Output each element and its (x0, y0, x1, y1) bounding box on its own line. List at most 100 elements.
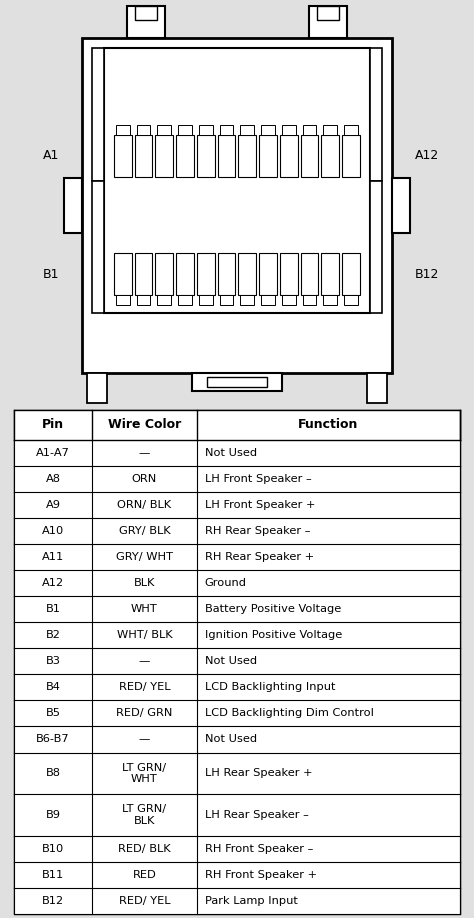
Bar (14, 492, 460, 518)
Text: ORN/ BLK: ORN/ BLK (118, 500, 172, 510)
Bar (178, 295, 192, 305)
Bar (392, 178, 410, 233)
Text: LT GRN/
WHT: LT GRN/ WHT (122, 763, 166, 784)
Bar (135, 135, 153, 176)
Bar (370, 48, 382, 181)
Bar (220, 295, 234, 305)
Bar (178, 125, 192, 135)
Text: RH Rear Speaker +: RH Rear Speaker + (205, 552, 314, 562)
Bar (280, 253, 298, 295)
Bar (342, 135, 360, 176)
Bar (116, 125, 130, 135)
Bar (342, 253, 360, 295)
Text: Function: Function (298, 419, 359, 431)
Text: RH Front Speaker –: RH Front Speaker – (205, 844, 313, 854)
Bar (87, 373, 107, 403)
Bar (344, 125, 358, 135)
Bar (218, 253, 236, 295)
Bar (192, 373, 282, 391)
Text: B8: B8 (46, 768, 61, 778)
Text: A8: A8 (46, 474, 61, 484)
Bar (114, 253, 132, 295)
Text: A12: A12 (42, 578, 64, 588)
Text: WHT/ BLK: WHT/ BLK (117, 631, 172, 640)
Bar (14, 410, 460, 440)
Bar (344, 295, 358, 305)
Bar (259, 135, 277, 176)
Text: B4: B4 (46, 682, 61, 692)
Bar (135, 253, 153, 295)
Bar (323, 125, 337, 135)
Bar (14, 726, 460, 753)
Text: GRY/ BLK: GRY/ BLK (118, 526, 170, 536)
Bar (323, 295, 337, 305)
Bar (82, 38, 392, 373)
Bar (199, 295, 213, 305)
Bar (317, 6, 339, 20)
Bar (14, 440, 460, 466)
Bar (14, 862, 460, 888)
Bar (240, 125, 254, 135)
Text: RED: RED (133, 870, 156, 880)
Text: B5: B5 (46, 709, 61, 719)
Text: A1-A7: A1-A7 (36, 448, 70, 458)
Text: B11: B11 (42, 870, 64, 880)
Bar (197, 135, 215, 176)
Bar (64, 178, 82, 233)
Bar (14, 794, 460, 836)
Bar (301, 253, 319, 295)
Text: A10: A10 (42, 526, 64, 536)
Text: BLK: BLK (134, 578, 155, 588)
Text: LCD Backlighting Dim Control: LCD Backlighting Dim Control (205, 709, 374, 719)
Bar (155, 253, 173, 295)
Bar (282, 125, 296, 135)
Text: RED/ YEL: RED/ YEL (118, 682, 170, 692)
Bar (367, 373, 387, 403)
Bar (176, 253, 194, 295)
Bar (137, 125, 151, 135)
Text: B12: B12 (42, 896, 64, 906)
Bar (303, 295, 317, 305)
Text: LH Front Speaker –: LH Front Speaker – (205, 474, 311, 484)
Bar (259, 253, 277, 295)
Bar (14, 888, 460, 914)
Bar (240, 295, 254, 305)
Bar (135, 6, 157, 20)
Bar (14, 836, 460, 862)
Bar (14, 466, 460, 492)
Bar (116, 295, 130, 305)
Text: WHT: WHT (131, 604, 158, 614)
Text: B10: B10 (42, 844, 64, 854)
Text: B1: B1 (43, 267, 59, 281)
Bar (197, 253, 215, 295)
Text: LCD Backlighting Input: LCD Backlighting Input (205, 682, 336, 692)
Text: —: — (139, 734, 150, 744)
Text: ORN: ORN (132, 474, 157, 484)
Text: LT GRN/
BLK: LT GRN/ BLK (122, 804, 166, 826)
Bar (282, 295, 296, 305)
Bar (92, 181, 104, 313)
Text: A11: A11 (42, 552, 64, 562)
Bar (303, 125, 317, 135)
Bar (261, 295, 275, 305)
Text: Ignition Positive Voltage: Ignition Positive Voltage (205, 631, 342, 640)
Bar (199, 125, 213, 135)
Text: Battery Positive Voltage: Battery Positive Voltage (205, 604, 341, 614)
Text: B12: B12 (415, 267, 439, 281)
Bar (301, 135, 319, 176)
Bar (220, 125, 234, 135)
Text: B9: B9 (46, 810, 61, 820)
Bar (14, 544, 460, 570)
Bar (176, 135, 194, 176)
Bar (137, 295, 151, 305)
Text: RH Rear Speaker –: RH Rear Speaker – (205, 526, 310, 536)
Bar (114, 135, 132, 176)
Bar (14, 518, 460, 544)
Bar (14, 675, 460, 700)
Text: Park Lamp Input: Park Lamp Input (205, 896, 298, 906)
Text: Not Used: Not Used (205, 734, 257, 744)
Bar (92, 48, 104, 181)
Bar (104, 48, 370, 313)
Text: A9: A9 (46, 500, 61, 510)
Text: Wire Color: Wire Color (108, 419, 181, 431)
